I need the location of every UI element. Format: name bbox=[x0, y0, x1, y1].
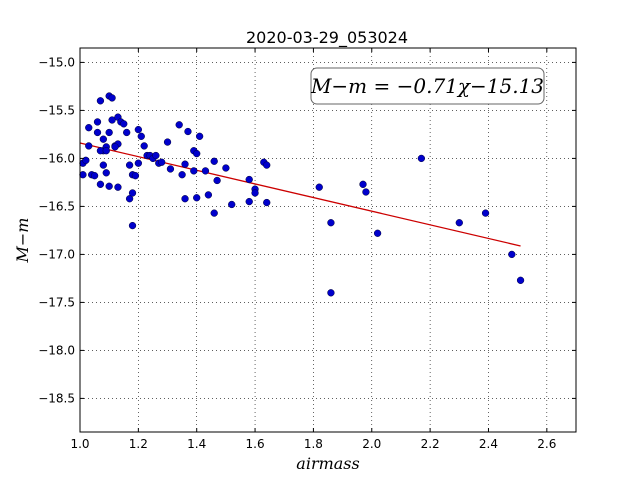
data-point bbox=[93, 128, 102, 137]
y-tick-label: −18.0 bbox=[38, 343, 75, 357]
data-point bbox=[131, 172, 140, 180]
data-point bbox=[105, 128, 113, 137]
data-point bbox=[201, 167, 210, 175]
y-tick-labels: −15.0 −15.5 −16.0 −16.5 −17.0 −17.5 −18.0 −18.5 bbox=[38, 55, 75, 405]
data-point bbox=[102, 147, 110, 155]
data-point bbox=[140, 142, 148, 150]
data-point bbox=[210, 157, 218, 165]
data-points bbox=[79, 92, 525, 297]
y-tick-label: −15.0 bbox=[38, 55, 75, 69]
x-tick-label: 1.4 bbox=[187, 437, 206, 451]
data-point bbox=[455, 219, 463, 227]
data-point bbox=[195, 132, 204, 140]
data-point bbox=[108, 94, 116, 102]
data-point bbox=[193, 194, 201, 202]
x-tick-label: 1.0 bbox=[70, 437, 89, 451]
data-point bbox=[181, 195, 189, 203]
data-point bbox=[228, 200, 236, 209]
data-point bbox=[125, 195, 134, 203]
data-point bbox=[125, 161, 134, 169]
y-tick-label: −15.5 bbox=[38, 103, 75, 117]
x-tick-labels: 1.0 1.2 1.4 1.6 1.8 2.0 2.2 2.4 2.6 bbox=[70, 437, 556, 451]
grid-lines bbox=[79, 48, 576, 432]
x-tick-label: 2.2 bbox=[421, 437, 440, 451]
data-point bbox=[481, 209, 490, 217]
data-point bbox=[245, 197, 253, 206]
data-point bbox=[508, 250, 516, 259]
data-point bbox=[327, 219, 335, 227]
data-point bbox=[85, 142, 93, 150]
y-tick-label: −17.5 bbox=[38, 295, 75, 309]
data-point bbox=[210, 209, 218, 217]
x-tick-label: 2.4 bbox=[479, 437, 498, 451]
data-point bbox=[181, 160, 189, 168]
data-point bbox=[245, 175, 253, 184]
data-point bbox=[327, 289, 335, 297]
data-point bbox=[315, 183, 323, 191]
annotation-text: M−m = −0.71χ−15.13 bbox=[310, 74, 544, 98]
data-point bbox=[263, 161, 271, 169]
annotation-box: M−m = −0.71χ−15.13 bbox=[310, 67, 545, 105]
data-point bbox=[178, 171, 186, 179]
chart-title: 2020-03-29_053024 bbox=[246, 28, 408, 48]
plot-frame bbox=[79, 47, 577, 433]
data-point bbox=[417, 154, 426, 163]
axis-ticks bbox=[79, 48, 576, 432]
y-tick-label: −16.5 bbox=[38, 199, 75, 213]
y-tick-label: −18.5 bbox=[38, 391, 75, 405]
data-point bbox=[93, 118, 102, 126]
data-point bbox=[105, 182, 113, 190]
data-point bbox=[152, 151, 160, 160]
data-point bbox=[99, 135, 107, 143]
data-point bbox=[137, 132, 145, 140]
data-point bbox=[102, 169, 110, 177]
data-point bbox=[263, 198, 271, 207]
data-point bbox=[120, 120, 128, 128]
data-point bbox=[193, 149, 201, 158]
data-point bbox=[184, 127, 192, 136]
data-point bbox=[222, 164, 230, 172]
data-point bbox=[190, 167, 198, 175]
x-tick-label: 2.6 bbox=[537, 437, 556, 451]
y-tick-label: −16.0 bbox=[38, 151, 75, 165]
data-point bbox=[90, 172, 99, 180]
data-point bbox=[134, 125, 143, 134]
data-point bbox=[158, 158, 166, 166]
data-point bbox=[134, 159, 143, 167]
data-point bbox=[114, 183, 122, 191]
x-tick-label: 1.8 bbox=[304, 437, 323, 451]
y-axis-label: M−m bbox=[13, 218, 32, 264]
data-point bbox=[373, 229, 382, 237]
y-tick-label: −17.0 bbox=[38, 247, 75, 261]
data-point bbox=[516, 276, 525, 284]
x-tick-label: 1.2 bbox=[129, 437, 148, 451]
annotation-border bbox=[310, 67, 545, 105]
data-point bbox=[79, 171, 87, 179]
data-point bbox=[362, 188, 370, 196]
data-point bbox=[128, 221, 137, 230]
data-point bbox=[82, 156, 90, 164]
x-tick-label: 1.6 bbox=[246, 437, 265, 451]
data-point bbox=[99, 161, 107, 169]
data-point bbox=[359, 180, 367, 188]
data-point bbox=[96, 180, 105, 188]
data-point bbox=[111, 143, 119, 151]
data-point bbox=[96, 97, 105, 105]
data-point bbox=[85, 124, 93, 132]
data-point bbox=[166, 165, 175, 173]
data-point bbox=[163, 138, 172, 146]
data-point bbox=[123, 128, 131, 137]
data-point bbox=[213, 176, 221, 185]
data-point bbox=[108, 116, 116, 124]
data-point bbox=[128, 189, 137, 197]
data-point bbox=[175, 121, 183, 129]
x-axis-label: airmass bbox=[296, 454, 359, 473]
x-tick-label: 2.0 bbox=[362, 437, 381, 451]
data-point bbox=[204, 191, 213, 199]
data-point bbox=[251, 189, 259, 197]
